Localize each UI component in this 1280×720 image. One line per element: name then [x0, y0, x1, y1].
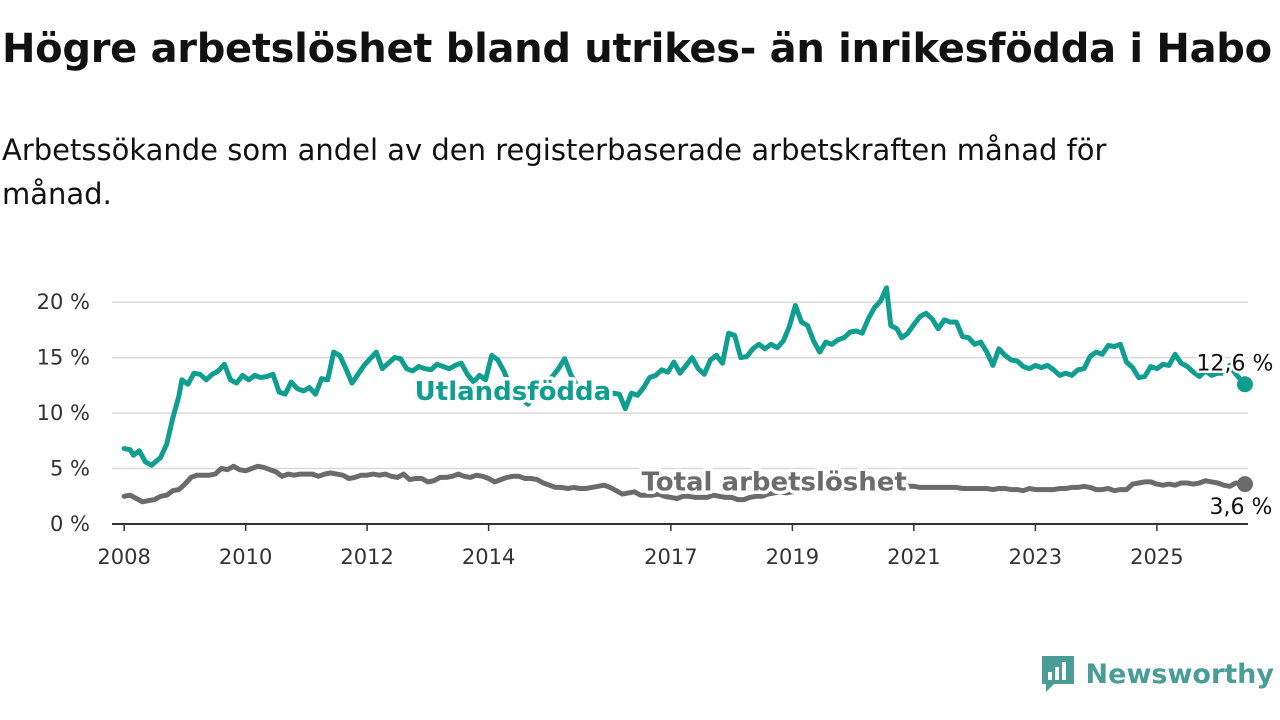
x-tick-label: 2010	[219, 545, 272, 569]
series-labels: Utlandsfödda Total arbetslöshet 12,6 % 3,6 …	[411, 349, 1276, 523]
y-tick-label: 0 %	[50, 512, 90, 536]
axes: 0 % 5 % 10 % 15 % 20 % 2008 2010 2012 2014 2017 20…	[37, 290, 1248, 569]
y-tick-label: 10 %	[37, 401, 90, 425]
x-tick-label: 2008	[97, 545, 150, 569]
end-point-utlandsfodda	[1236, 376, 1253, 393]
chart-title: Högre arbetslöshet bland utrikes- än inr…	[2, 26, 1272, 72]
x-tick-label: 2014	[462, 545, 515, 569]
series-line-utlandsfodda	[121, 285, 1248, 468]
x-tick-label: 2017	[644, 545, 697, 569]
y-tick-label: 5 %	[50, 457, 90, 481]
y-tick-label: 20 %	[37, 290, 90, 314]
series-label-utlandsfodda: Utlandsfödda	[415, 377, 612, 407]
x-tick-label: 2025	[1130, 545, 1183, 569]
series-lines	[121, 285, 1253, 505]
x-tick-label: 2021	[887, 545, 940, 569]
series-label-total: Total arbetslöshet	[641, 468, 906, 498]
newsworthy-logo: Newsworthy	[1040, 654, 1274, 694]
x-tick-label: 2019	[766, 545, 819, 569]
x-tick-label: 2023	[1009, 545, 1062, 569]
end-value-label-total: 3,6 %	[1210, 495, 1273, 520]
chart-subtitle: Arbetssökande som andel av den registerb…	[2, 133, 1107, 211]
y-tick-label: 15 %	[37, 346, 90, 370]
grid-lines	[112, 301, 1248, 470]
end-value-label-utlandsfodda: 12,6 %	[1197, 351, 1274, 376]
x-tick-label: 2012	[340, 545, 393, 569]
end-point-total	[1236, 476, 1253, 493]
brand-name: Newsworthy	[1085, 658, 1274, 690]
series-line-total	[121, 463, 1248, 505]
bar-chart-speech-bubble-icon	[1041, 656, 1074, 692]
